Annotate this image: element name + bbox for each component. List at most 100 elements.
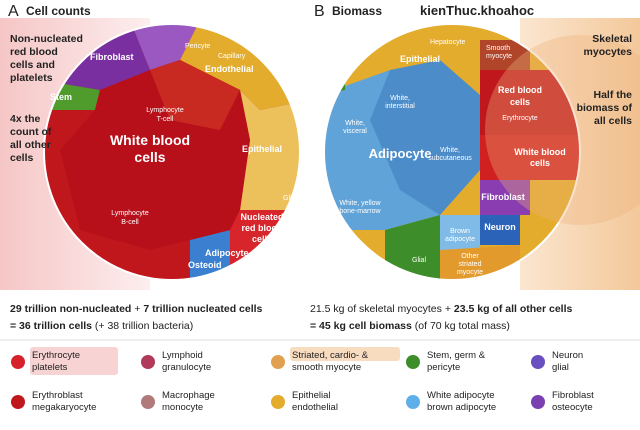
legend-label: glial <box>552 362 569 373</box>
region-label: Red blood <box>498 85 542 95</box>
region-label: Lymphocyte <box>146 107 184 114</box>
legend-label: White adipocyte <box>427 390 495 401</box>
legend-icon <box>531 395 545 409</box>
myocyte-halo <box>485 35 640 225</box>
summary-part: (+ 38 trillion bacteria) <box>95 320 193 332</box>
legend-label: endothelial <box>292 402 338 413</box>
region-label: visceral <box>343 128 367 135</box>
region-label: Glial <box>412 257 426 264</box>
panel-letter: B <box>314 3 325 20</box>
region-label: interstitial <box>385 103 415 110</box>
summary: 29 trillion non-nucleated + 7 trillion n… <box>10 303 263 315</box>
legend-icon <box>11 355 25 369</box>
region-label: Capillary <box>218 53 246 60</box>
note: Non-nucleated <box>10 33 83 45</box>
region-label: T-cell <box>157 116 174 123</box>
region-label: Lymphocyte <box>111 210 149 217</box>
note: 4x the <box>10 113 41 125</box>
legend-label: smooth myocyte <box>292 362 361 373</box>
region-label: Other <box>461 253 479 260</box>
region-label: myocyte <box>486 53 512 60</box>
region-label: White, <box>390 95 410 102</box>
region-label: striated <box>459 261 482 268</box>
note: myocytes <box>584 46 633 58</box>
note: count of <box>10 126 52 138</box>
region-label: Brown <box>450 228 470 235</box>
summary-part: 23.5 kg of all other cells <box>454 303 573 315</box>
legend-label: monocyte <box>162 402 203 413</box>
region-label: Hepatocyte <box>430 39 466 46</box>
legend-icon <box>271 355 285 369</box>
legend-label: Erythrocyte <box>32 350 80 361</box>
legend-label: brown adipocyte <box>427 402 496 413</box>
panel-letter: A <box>8 3 19 20</box>
region-label: Epithelial <box>400 54 440 64</box>
legend-icon <box>406 355 420 369</box>
summary-part: 29 trillion non-nucleated <box>10 303 131 315</box>
region-label: myocyte <box>457 269 483 276</box>
legend-icon <box>271 395 285 409</box>
note: cells <box>10 152 34 164</box>
region-label: red blood <box>242 223 283 233</box>
legend-label: Erythroblast <box>32 390 83 401</box>
note: Skeletal <box>592 33 632 45</box>
summary: = 45 kg cell biomass (of 70 kg total mas… <box>310 320 510 332</box>
note: platelets <box>10 72 53 84</box>
region-label: Endothelial <box>205 64 254 74</box>
summary-part: = 36 trillion cells <box>10 320 92 332</box>
panel-title: Biomass <box>332 4 382 18</box>
legend-label: Striated, cardio- & <box>292 350 369 361</box>
panel-title: Cell counts <box>26 4 91 18</box>
legend-icon <box>141 355 155 369</box>
note: biomass of <box>577 102 633 114</box>
region-label: Fibroblast <box>481 192 525 202</box>
legend-label: Neuron <box>552 350 583 361</box>
legend-icon <box>11 395 25 409</box>
region-label: B-cell <box>121 219 139 226</box>
watermark: kienThuc.khoahoc <box>420 3 534 18</box>
region-label: cells <box>510 97 530 107</box>
summary-part: 21.5 kg of skeletal myocytes <box>310 303 442 315</box>
region-label: Smooth <box>486 45 510 52</box>
region-label: cells <box>530 158 550 168</box>
legend-label: megakaryocyte <box>32 402 96 413</box>
summary: 21.5 kg of skeletal myocytes + 23.5 kg o… <box>310 303 573 315</box>
legend-icon <box>406 395 420 409</box>
legend-label: Macrophage <box>162 390 215 401</box>
note: all other <box>10 139 51 151</box>
region-label: Nucleated <box>240 212 283 222</box>
legend-highlight <box>290 347 400 361</box>
region-label: cells <box>252 234 272 244</box>
note: cells and <box>10 59 55 71</box>
region-label: Pericyte <box>185 43 210 50</box>
region-label: White, yellow <box>339 200 381 207</box>
region-label: Adipocyte <box>205 248 249 258</box>
note: Half the <box>593 89 632 101</box>
region-label: cells <box>134 149 165 165</box>
region-label: White blood <box>514 147 566 157</box>
legend-label: Stem, germ & <box>427 350 486 361</box>
region-label: Osteoid <box>188 260 222 270</box>
note: all cells <box>594 115 632 127</box>
region-label: Neuron <box>484 222 516 232</box>
circle-outline <box>43 23 301 281</box>
note: red blood <box>10 46 58 58</box>
treemap-b <box>324 24 580 280</box>
region-label: Adipocyte <box>369 146 432 161</box>
region-label: Glial <box>283 195 297 202</box>
region-label: White, <box>440 147 460 154</box>
legend-highlight <box>30 347 118 375</box>
summary: = 36 trillion cells (+ 38 trillion bacte… <box>10 320 193 332</box>
region-label: bone-marrow <box>339 208 381 215</box>
region-label: Fibroblast <box>90 52 134 62</box>
legend-icon <box>141 395 155 409</box>
legend-label: Epithelial <box>292 390 331 401</box>
region-label: White blood <box>110 132 190 148</box>
legend-label: Lymphoid <box>162 350 203 361</box>
region-label: Pericyte <box>324 66 339 92</box>
legend-label: platelets <box>32 362 68 373</box>
region-label: adipocyte <box>445 236 475 243</box>
summary-part: + <box>445 303 451 315</box>
summary-part: + <box>134 303 140 315</box>
